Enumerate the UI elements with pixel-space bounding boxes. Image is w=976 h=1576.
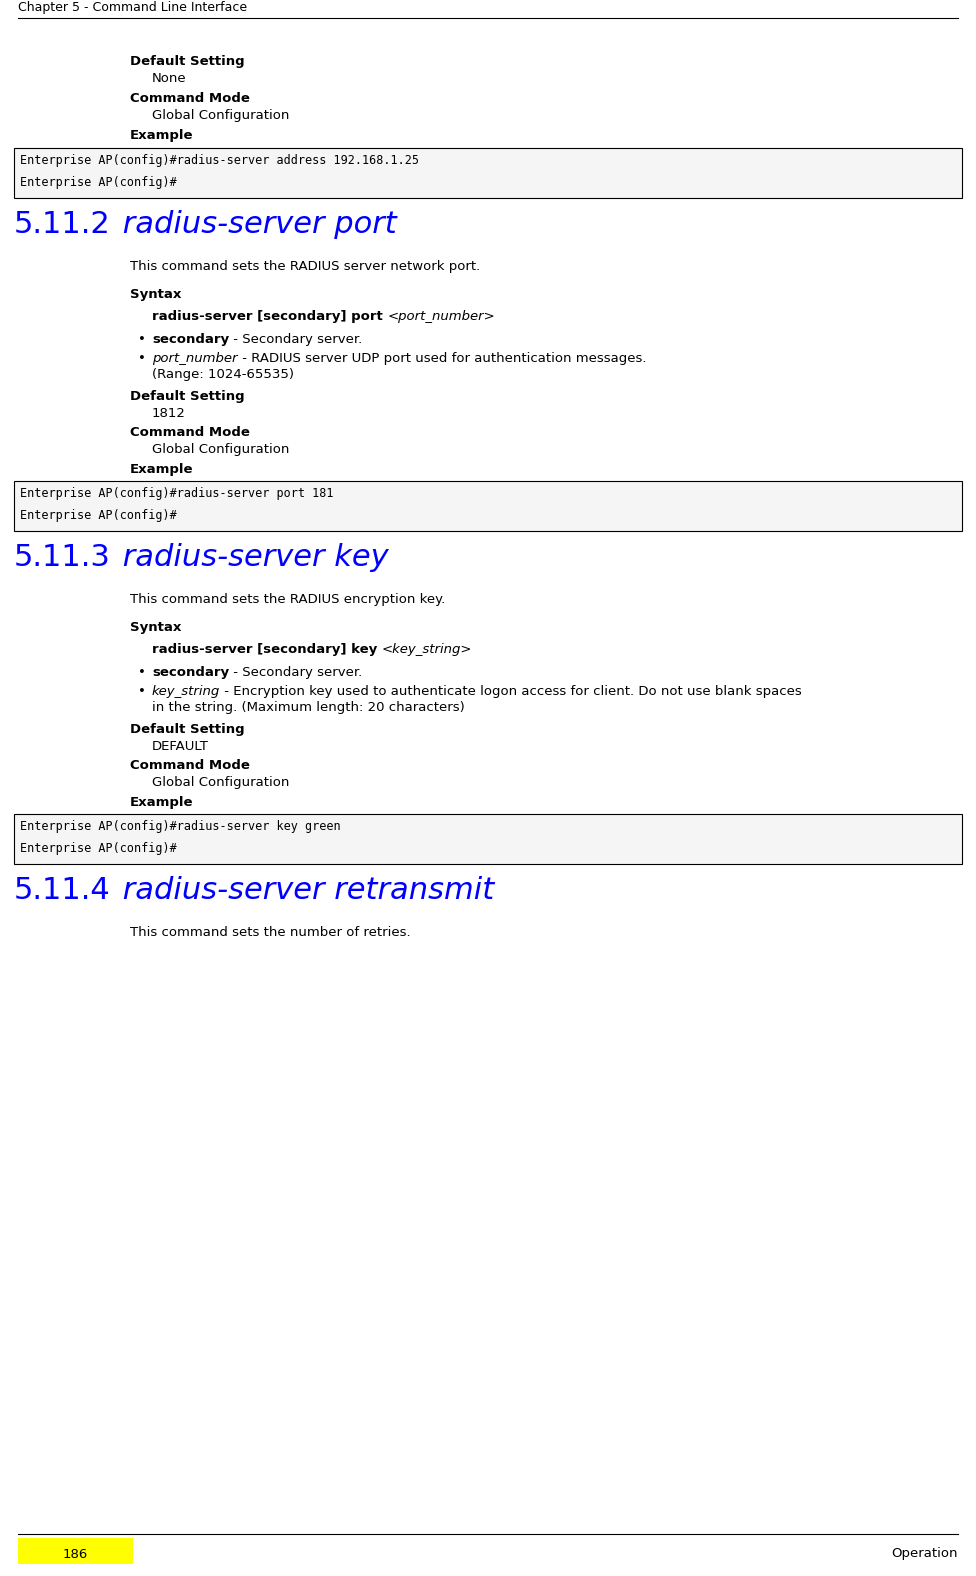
Text: - RADIUS server UDP port used for authentication messages.: - RADIUS server UDP port used for authen… — [237, 351, 646, 366]
Text: <port_number>: <port_number> — [387, 310, 495, 323]
Text: •: • — [138, 667, 145, 679]
Bar — [14, 481, 962, 531]
Text: Enterprise AP(config)#: Enterprise AP(config)# — [20, 177, 177, 189]
Text: Operation: Operation — [891, 1548, 958, 1560]
Text: 5.11.3: 5.11.3 — [14, 544, 111, 572]
Text: Enterprise AP(config)#radius-server port 181: Enterprise AP(config)#radius-server port… — [20, 487, 334, 500]
Text: - Secondary server.: - Secondary server. — [229, 667, 362, 679]
Text: Syntax: Syntax — [130, 288, 182, 301]
Text: Enterprise AP(config)#: Enterprise AP(config)# — [20, 842, 177, 854]
Text: secondary: secondary — [152, 333, 229, 347]
Text: This command sets the number of retries.: This command sets the number of retries. — [130, 927, 411, 939]
Text: Example: Example — [130, 796, 193, 808]
Text: Enterprise AP(config)#radius-server key green: Enterprise AP(config)#radius-server key … — [20, 820, 341, 834]
Text: Command Mode: Command Mode — [130, 760, 250, 772]
Text: Global Configuration: Global Configuration — [152, 443, 289, 455]
Text: 5.11.2: 5.11.2 — [14, 210, 110, 240]
Text: This command sets the RADIUS encryption key.: This command sets the RADIUS encryption … — [130, 593, 445, 607]
Text: DEFAULT: DEFAULT — [152, 741, 209, 753]
Bar — [18, 1538, 133, 1563]
Text: radius-server [secondary] port: radius-server [secondary] port — [152, 310, 387, 323]
Text: Default Setting: Default Setting — [130, 723, 245, 736]
Text: (Range: 1024-65535): (Range: 1024-65535) — [152, 369, 294, 381]
Text: radius-server [secondary] key: radius-server [secondary] key — [152, 643, 382, 656]
Text: Enterprise AP(config)#radius-server address 192.168.1.25: Enterprise AP(config)#radius-server addr… — [20, 154, 419, 167]
Text: Command Mode: Command Mode — [130, 426, 250, 440]
Text: This command sets the RADIUS server network port.: This command sets the RADIUS server netw… — [130, 260, 480, 273]
Text: •: • — [138, 686, 145, 698]
Text: Example: Example — [130, 129, 193, 142]
Text: 5.11.4: 5.11.4 — [14, 876, 110, 905]
Text: Example: Example — [130, 463, 193, 476]
Text: Command Mode: Command Mode — [130, 91, 250, 106]
Text: port_number: port_number — [152, 351, 237, 366]
Text: Enterprise AP(config)#: Enterprise AP(config)# — [20, 509, 177, 522]
Text: •: • — [138, 351, 145, 366]
Text: - Secondary server.: - Secondary server. — [229, 333, 362, 347]
Text: Default Setting: Default Setting — [130, 55, 245, 68]
Text: Chapter 5 - Command Line Interface: Chapter 5 - Command Line Interface — [18, 2, 247, 14]
Text: - Encryption key used to authenticate logon access for client. Do not use blank : - Encryption key used to authenticate lo… — [221, 686, 802, 698]
Text: None: None — [152, 72, 186, 85]
Text: •: • — [138, 333, 145, 347]
Text: Global Configuration: Global Configuration — [152, 775, 289, 790]
Text: Syntax: Syntax — [130, 621, 182, 634]
Text: 186: 186 — [62, 1548, 88, 1560]
Bar — [14, 813, 962, 864]
Text: radius-server retransmit: radius-server retransmit — [113, 876, 494, 905]
Text: <key_string>: <key_string> — [382, 643, 472, 656]
Bar — [14, 148, 962, 199]
Text: Default Setting: Default Setting — [130, 389, 245, 403]
Text: 1812: 1812 — [152, 407, 185, 419]
Text: radius-server port: radius-server port — [113, 210, 397, 240]
Text: key_string: key_string — [152, 686, 221, 698]
Text: Global Configuration: Global Configuration — [152, 109, 289, 121]
Text: radius-server key: radius-server key — [113, 544, 388, 572]
Text: in the string. (Maximum length: 20 characters): in the string. (Maximum length: 20 chara… — [152, 701, 465, 714]
Text: secondary: secondary — [152, 667, 229, 679]
